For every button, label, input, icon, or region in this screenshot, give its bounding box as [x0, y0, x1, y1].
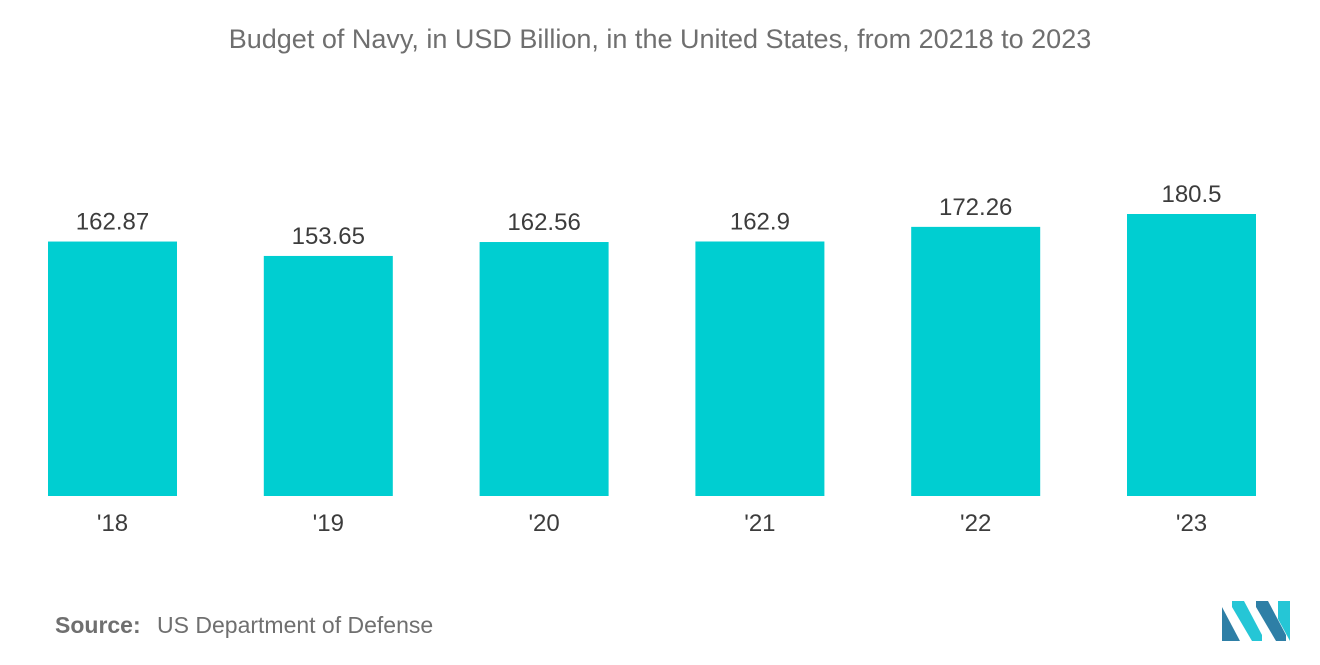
logo-shape-left	[1222, 607, 1240, 641]
value-label-4: 172.26	[939, 194, 1012, 221]
logo-shape-tail	[1278, 601, 1290, 641]
value-labels-group: 162.87 153.65 162.56 162.9 172.26 180.5	[76, 181, 1222, 250]
bar-3	[695, 241, 825, 496]
bar-4	[911, 226, 1041, 496]
x-axis-tick-labels: '18 '19 '20 '21 '22 '23	[97, 510, 1207, 537]
source-text: US Department of Defense	[157, 612, 434, 638]
brand-logo	[1222, 601, 1290, 641]
value-label-3: 162.9	[730, 208, 790, 235]
bars-group	[48, 214, 1256, 496]
logo-shape-mid	[1232, 601, 1262, 641]
x-tick-label-0: '18	[97, 510, 128, 537]
x-tick-label-4: '22	[960, 510, 991, 537]
x-tick-label-2: '20	[528, 510, 559, 537]
x-tick-label-1: '19	[313, 510, 344, 537]
chart-title: Budget of Navy, in USD Billion, in the U…	[228, 24, 1092, 54]
source-label: Source:	[55, 612, 141, 638]
x-tick-label-3: '21	[744, 510, 775, 537]
source-note: Source: US Department of Defense	[55, 612, 433, 639]
value-label-2: 162.56	[507, 209, 580, 236]
bar-5	[1127, 214, 1256, 496]
logo-shape-right	[1256, 601, 1286, 641]
value-label-1: 153.65	[292, 223, 365, 250]
x-tick-label-5: '23	[1176, 510, 1207, 537]
bar-2	[479, 242, 609, 496]
value-label-0: 162.87	[76, 209, 149, 236]
bar-1	[263, 255, 393, 496]
value-label-5: 180.5	[1161, 181, 1221, 208]
bar-0	[48, 241, 177, 496]
